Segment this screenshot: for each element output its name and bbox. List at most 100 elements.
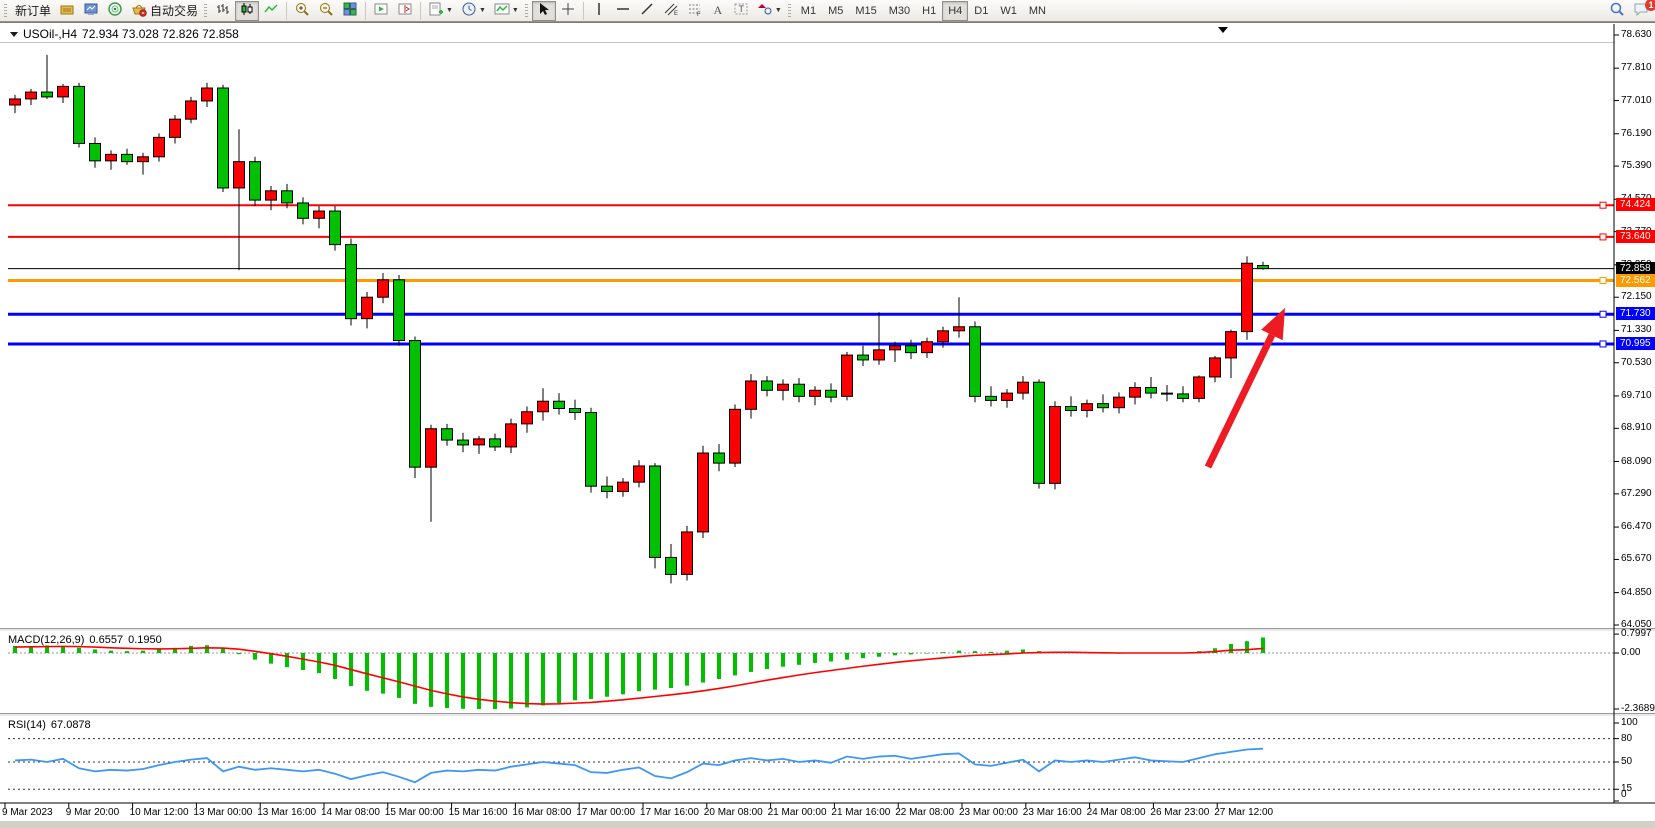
tab-timeframe-MN[interactable]: MN [1023,1,1052,21]
cursor-icon [536,1,552,20]
trendline-icon [639,1,655,20]
toolbar: 新订单 自动交易 [0,0,1655,22]
bar-chart-icon [215,1,231,20]
signal-icon [107,1,123,20]
auto-scroll-button[interactable] [369,1,393,21]
horizontal-line-tool-button[interactable] [611,1,635,21]
rsi-panel-splitter[interactable] [0,713,1655,717]
tab-timeframe-H4[interactable]: H4 [942,0,969,21]
candlestick-icon [239,1,255,20]
symbol-dropdown-icon[interactable] [10,31,18,37]
rsi-indicator-label: RSI(14) 67.0878 [8,719,91,731]
window-bottom-edge [0,821,1655,828]
macd-panel[interactable] [8,637,1614,710]
vertical-line-icon [591,1,607,20]
text-label-tool-button[interactable]: T [729,1,753,21]
line-chart-type-button[interactable] [259,1,283,21]
text-tool-button[interactable]: A [707,1,729,21]
timeframe-group: M1 M5 M15 M30 H1 H4 D1 W1 MN [795,0,1052,21]
macd-name: MACD(12,26,9) [8,634,85,646]
window-border [0,22,1655,23]
indicators-icon [494,1,510,20]
arrows-tool-button[interactable]: ▼ [753,1,786,21]
rsi-value: 67.0878 [50,719,91,731]
bar-chart-type-button[interactable] [211,1,235,21]
gold-book-icon [59,1,75,20]
tab-timeframe-W1[interactable]: W1 [994,1,1023,21]
periods-button[interactable]: ▼ [457,1,490,21]
text-a-icon: A [713,3,723,17]
horizontal-level-lines[interactable] [8,201,1614,348]
candlesticks [9,54,1269,584]
auto-trading-label: 自动交易 [150,4,199,18]
indicators-button[interactable]: ▼ [490,1,523,21]
cursor-tool-button[interactable] [531,0,556,21]
crosshair-tool-button[interactable] [556,1,580,21]
chevron-down-icon: ▼ [478,7,486,14]
chart-shift-button[interactable] [393,1,417,21]
candlestick-chart-type-button[interactable] [235,0,260,21]
svg-text:T: T [738,4,744,14]
toolbar-grip[interactable] [787,3,791,18]
trend-arrow-annotation[interactable] [1204,308,1285,469]
equidistant-channel-icon: E [663,1,679,20]
chart-title[interactable]: USOil-,H4 72.934 73.028 72.826 72.858 [10,27,239,41]
tile-windows-button[interactable] [338,1,362,21]
title-divider [0,42,1614,43]
tab-timeframe-D1[interactable]: D1 [968,1,994,21]
market-watch-icon-button[interactable] [55,1,79,21]
macd-main-value: 0.6557 [89,634,124,646]
tab-timeframe-H1[interactable]: H1 [916,1,942,21]
trendline-tool-button[interactable] [635,1,659,21]
ohlc-values: 72.934 73.028 72.826 72.858 [82,27,239,41]
axes[interactable] [0,24,1655,808]
macd-panel-splitter[interactable] [0,628,1655,632]
fibonacci-tool-button[interactable]: F [683,1,707,21]
terminal-icon [83,1,99,20]
zoom-out-button[interactable] [314,1,338,21]
tab-timeframe-M15[interactable]: M15 [849,1,882,21]
toolbar-grip[interactable] [204,3,208,18]
chevron-down-icon: ▼ [446,7,453,14]
text-label-icon: T [733,1,749,20]
fibonacci-icon: F [687,1,703,20]
vertical-line-tool-button[interactable] [587,1,611,21]
chart-shift-marker-icon[interactable] [1218,27,1228,33]
tab-timeframe-M5[interactable]: M5 [822,1,849,21]
new-chart-icon [428,1,444,20]
svg-text:E: E [674,11,678,17]
channel-tool-button[interactable]: E [659,1,683,21]
zoom-in-button[interactable] [290,1,314,21]
auto-scroll-icon [373,1,389,20]
rsi-panel[interactable] [8,738,1614,790]
tab-timeframe-M1[interactable]: M1 [795,1,822,21]
search-icon [1609,1,1625,20]
line-chart-icon [263,1,279,20]
chart-area[interactable] [0,23,1655,822]
macd-indicator-label: MACD(12,26,9) 0.6557 0.1950 [8,634,162,646]
signal-icon-button[interactable] [103,1,127,21]
clock-icon [461,1,477,20]
terminal-icon-button[interactable] [79,1,103,21]
shapes-icon [757,1,773,20]
horizontal-line-icon [615,1,631,20]
macd-signal-value: 0.1950 [128,634,162,646]
zoom-out-icon [318,1,334,20]
notification-count-badge: 1 [1645,0,1655,11]
toolbar-grip[interactable] [4,3,7,18]
tab-timeframe-M30[interactable]: M30 [883,1,916,21]
rsi-name: RSI(14) [8,719,46,731]
search-button[interactable] [1605,1,1629,21]
new-chart-button[interactable]: ▼ [424,1,457,21]
toolbar-grip[interactable] [524,3,528,18]
tile-windows-icon [342,1,358,20]
auto-trading-button[interactable]: 自动交易 [127,1,202,21]
new-order-button[interactable]: 新订单 [11,1,55,21]
svg-text:F: F [697,12,701,17]
chevron-down-icon: ▼ [774,7,782,14]
crosshair-icon [560,1,576,20]
chart-shift-icon [397,1,413,20]
chevron-down-icon: ▼ [511,7,519,14]
